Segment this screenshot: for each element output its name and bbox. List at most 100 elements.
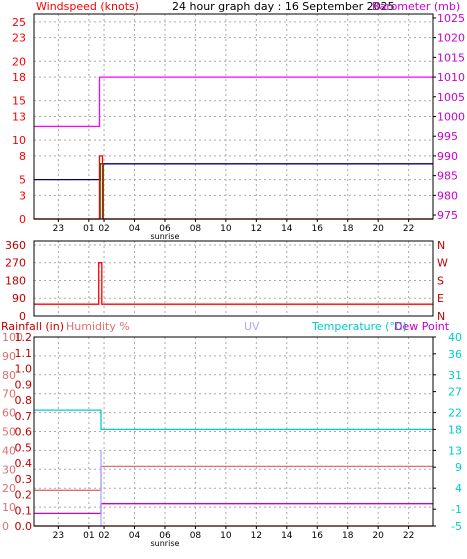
- wind-x-tick-label: 18: [342, 224, 354, 234]
- windspeed-tick-label: 25: [12, 16, 26, 29]
- humidity-tick-label: 80: [2, 369, 16, 382]
- windspeed-tick-label: 8: [19, 150, 26, 163]
- rainfall-tick-label: 0.9: [15, 378, 33, 391]
- barometer-tick-label: 990: [437, 150, 458, 163]
- temperature-tick-label: 27: [448, 386, 462, 399]
- wind-series-line: [34, 163, 433, 181]
- humidity-tick-label: 30: [2, 463, 16, 476]
- temp-x-tick-label: 23: [53, 531, 64, 541]
- wind-x-tick-label: 06: [159, 224, 171, 234]
- humidity-tick-label: 100: [2, 331, 23, 344]
- rainfall-tick-label: 0.0: [15, 520, 33, 533]
- windspeed-tick-label: 18: [12, 71, 26, 84]
- rainfall-tick-label: 0.2: [15, 489, 33, 502]
- rainfall-tick-label: 0.4: [15, 457, 33, 470]
- temp-x-tick-label: 14: [281, 531, 293, 541]
- barometer-tick-label: 1025: [437, 12, 465, 25]
- wind-x-tick-label: 23: [53, 224, 64, 234]
- wind-x-tick-label: 10: [220, 224, 232, 234]
- temp-x-tick-label: 08: [190, 531, 202, 541]
- compass-tick-label: N: [437, 310, 445, 323]
- barometer-axis-label: Barometer (mb): [372, 0, 460, 13]
- humidity-tick-label: 50: [2, 426, 16, 439]
- chart-title: 24 hour graph day : 16 September 2025: [172, 0, 395, 13]
- compass-tick-label: E: [437, 292, 444, 305]
- humidity-axis-label: Humidity %: [66, 320, 130, 333]
- temperature-tick-label: 18: [448, 423, 462, 436]
- wind-x-tick-label: 20: [372, 224, 384, 234]
- wind-x-tick-label: 02: [98, 224, 109, 234]
- wind-sunrise-label: sunrise: [151, 232, 180, 241]
- temp-x-tick-label: 04: [129, 531, 141, 541]
- rainfall-tick-label: 0.6: [15, 426, 33, 439]
- compass-tick-label: N: [437, 239, 445, 252]
- temperature-tick-label: -5: [451, 520, 462, 533]
- wind-direction-chart: 0 N 90 E 180 S 270 W 360 N: [5, 239, 448, 323]
- windspeed-tick-label: 15: [12, 95, 26, 108]
- humidity-tick-label: 40: [2, 444, 16, 457]
- temp-x-tick-label: 22: [403, 531, 414, 541]
- temp-x-tick-label: 12: [251, 531, 262, 541]
- humidity-tick-label: 10: [2, 501, 16, 514]
- barometer-tick-label: 995: [437, 130, 458, 143]
- humidity-tick-label: 60: [2, 407, 16, 420]
- barometer-tick-label: 1010: [437, 71, 465, 84]
- temp-x-tick-label: 18: [342, 531, 354, 541]
- rainfall-tick-label: 0.5: [15, 441, 33, 454]
- windspeed-tick-label: 13: [12, 111, 26, 124]
- temperature-tick-label: 31: [448, 369, 462, 382]
- rainfall-tick-label: 1.0: [15, 363, 33, 376]
- rainfall-tick-label: 1.1: [15, 347, 33, 360]
- dir-plot-frame: [33, 240, 434, 317]
- temp-x-tick-label: 02: [98, 531, 109, 541]
- windspeed-barometer-chart: 0358101315182023259759809859909951000100…: [12, 12, 465, 241]
- barometer-tick-label: 985: [437, 170, 458, 183]
- humidity-tick-label: 90: [2, 350, 16, 363]
- temperature-tick-label: 9: [455, 461, 462, 474]
- temperature-tick-label: 22: [448, 407, 462, 420]
- direction-tick-label: 90: [12, 292, 26, 305]
- temperature-rainfall-chart: 01020304050607080901000.00.10.20.30.40.5…: [2, 331, 462, 548]
- windspeed-tick-label: 0: [19, 213, 26, 226]
- temperature-tick-label: 36: [448, 348, 462, 361]
- windspeed-tick-label: 23: [12, 32, 26, 45]
- compass-tick-label: S: [437, 274, 444, 287]
- windspeed-tick-label: 3: [19, 189, 26, 202]
- wind-x-tick-label: 12: [251, 224, 262, 234]
- barometer-tick-label: 1000: [437, 111, 465, 124]
- rainfall-tick-label: 0.7: [15, 410, 33, 423]
- temp-series-line: [34, 465, 433, 491]
- temperature-tick-label: 13: [448, 444, 462, 457]
- humidity-tick-label: 70: [2, 388, 16, 401]
- dewpoint-axis-label: Dew Point: [394, 320, 450, 333]
- wind-x-tick-label: 04: [129, 224, 141, 234]
- barometer-tick-label: 1005: [437, 91, 465, 104]
- compass-tick-label: W: [437, 257, 448, 270]
- wind-x-tick-label: 01: [83, 224, 94, 234]
- direction-tick-label: 180: [5, 274, 26, 287]
- temp-series-line: [34, 409, 433, 431]
- temp-x-tick-label: 06: [159, 531, 171, 541]
- temperature-tick-label: 4: [455, 482, 462, 495]
- wind-x-tick-label: 14: [281, 224, 293, 234]
- rainfall-axis-label: Rainfall (in): [1, 320, 64, 333]
- temp-x-tick-label: 20: [372, 531, 384, 541]
- wind-x-tick-label: 16: [312, 224, 324, 234]
- wind-plot-frame: [33, 13, 434, 220]
- barometer-tick-label: 1015: [437, 51, 465, 64]
- temp-x-tick-label: 10: [220, 531, 232, 541]
- windspeed-tick-label: 5: [19, 174, 26, 187]
- temperature-tick-label: 40: [448, 331, 462, 344]
- temp-series-line: [34, 503, 433, 515]
- wind-series-line: [34, 155, 433, 220]
- direction-tick-label: 270: [5, 257, 26, 270]
- rainfall-tick-label: 1.2: [15, 331, 33, 344]
- rainfall-tick-label: 0.3: [15, 473, 33, 486]
- direction-tick-label: 0: [19, 310, 26, 323]
- wind-x-tick-label: 22: [403, 224, 414, 234]
- wind-x-tick-label: 08: [190, 224, 202, 234]
- barometer-tick-label: 980: [437, 189, 458, 202]
- wind-series-line: [34, 76, 433, 128]
- wind-series-line: [34, 163, 433, 220]
